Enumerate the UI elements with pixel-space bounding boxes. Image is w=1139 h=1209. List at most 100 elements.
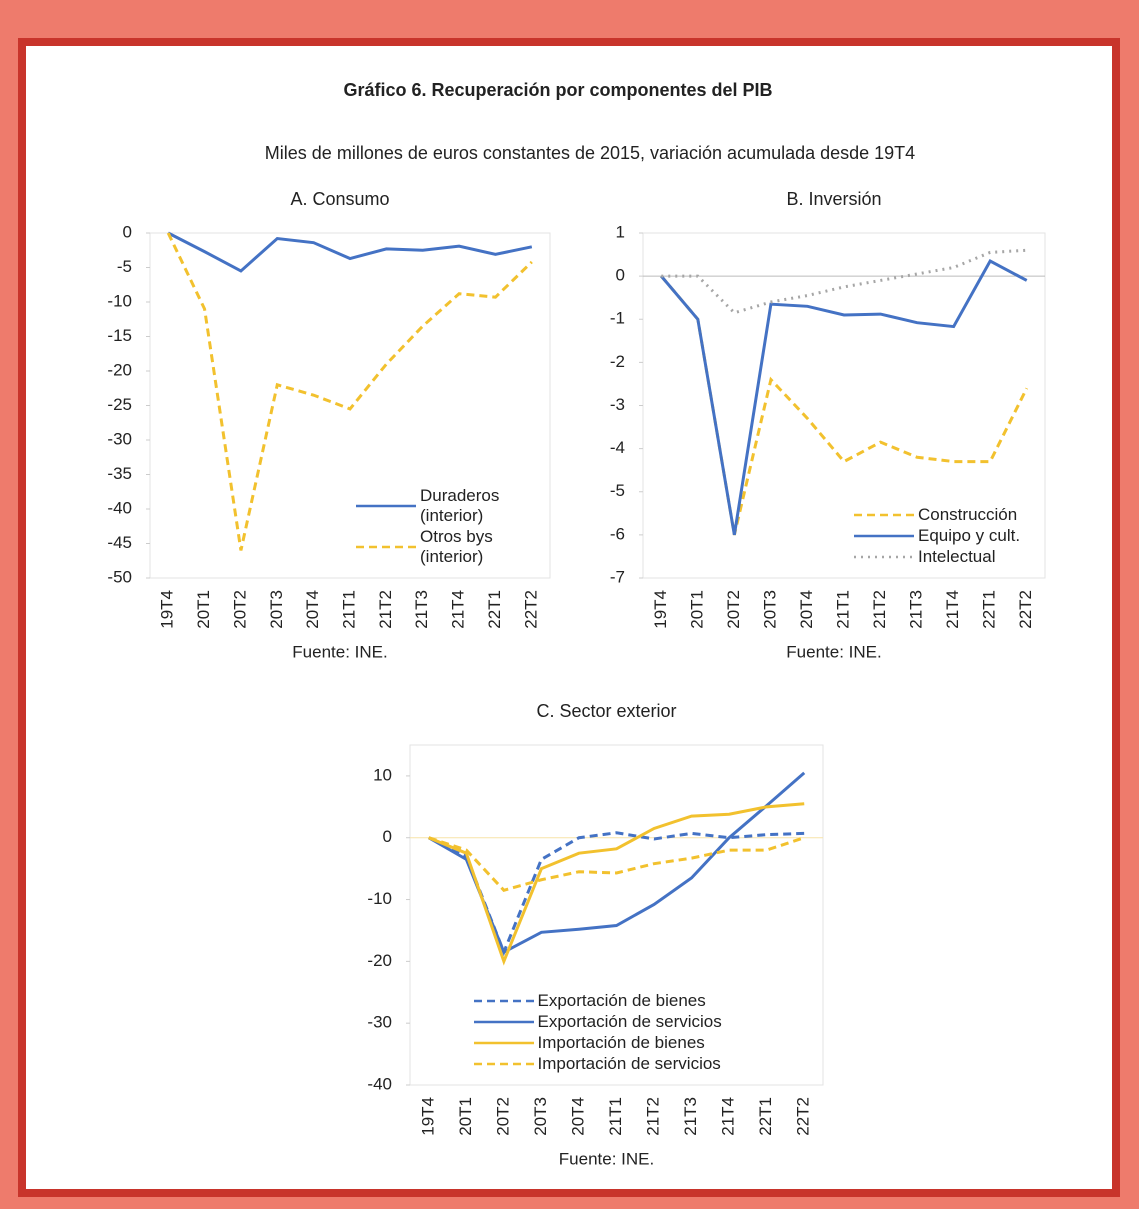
x-tick-label: 20T1 — [687, 590, 706, 629]
x-tick-label: 21T1 — [833, 590, 852, 629]
y-tick-label: -20 — [367, 951, 392, 970]
legend-item: Exportación de servicios — [472, 1012, 722, 1032]
legend-label: Importación de servicios — [537, 1054, 721, 1073]
x-tick-label: 21T4 — [943, 590, 962, 629]
x-tick-label: 21T3 — [412, 590, 431, 629]
legend-swatch — [473, 1041, 534, 1045]
x-tick-label: 21T3 — [681, 1097, 700, 1136]
x-tick-label: 20T4 — [568, 1097, 587, 1136]
legend-item: Otros bys (interior) — [354, 527, 525, 567]
x-tick-label: 21T4 — [449, 590, 468, 629]
series-line — [167, 231, 533, 273]
series-line — [166, 232, 533, 551]
source: Fuente: INE. — [559, 1149, 654, 1168]
y-tick-label: 10 — [373, 765, 392, 784]
x-tick-label: 20T1 — [194, 590, 213, 629]
series-line — [428, 836, 805, 892]
series-line — [660, 259, 1028, 536]
x-tick-label: 21T1 — [606, 1097, 625, 1136]
x-tick-label: 20T4 — [303, 590, 322, 629]
legend-label: Otros bys (interior) — [420, 527, 493, 566]
series-line — [428, 802, 805, 966]
legend-item: Equipo y cult. — [852, 526, 1020, 546]
legend-label: Exportación de servicios — [537, 1012, 722, 1031]
y-tick-label: -40 — [107, 498, 132, 517]
x-tick-label: 20T2 — [724, 590, 743, 629]
y-tick-label: -2 — [610, 352, 625, 371]
source: Fuente: INE. — [786, 642, 881, 661]
y-tick-label: -7 — [610, 567, 625, 586]
y-tick-label: -5 — [117, 257, 132, 276]
source: Fuente: INE. — [292, 642, 387, 661]
legend-item: Importación de servicios — [472, 1054, 722, 1074]
legend-item: Duraderos (interior) — [354, 486, 525, 526]
x-tick-label: 21T1 — [339, 590, 358, 629]
x-tick-label: 19T4 — [651, 590, 670, 629]
legend-label: Exportación de bienes — [537, 991, 706, 1010]
frame — [18, 38, 1120, 1197]
legend-swatch — [473, 999, 534, 1003]
y-tick-label: -5 — [610, 481, 625, 500]
x-tick-label: 22T2 — [521, 590, 540, 629]
x-tick-label: 21T4 — [719, 1097, 738, 1136]
legend-item: Intelectual — [852, 547, 1020, 567]
x-tick-label: 20T3 — [531, 1097, 550, 1136]
legend-swatch — [854, 555, 914, 559]
y-tick-label: -30 — [367, 1013, 392, 1032]
x-tick-label: 19T4 — [418, 1097, 437, 1136]
y-tick-label: -50 — [107, 567, 132, 586]
legend-label: Equipo y cult. — [918, 526, 1021, 545]
x-tick-label: 22T1 — [756, 1097, 775, 1136]
legend-item: Importación de bienes — [472, 1033, 722, 1053]
y-tick-label: -1 — [610, 309, 625, 328]
series-line — [661, 248, 1027, 315]
legend-item: Construcción — [852, 505, 1020, 525]
y-tick-label: 0 — [383, 827, 392, 846]
x-tick-label: 21T2 — [376, 590, 395, 629]
x-tick-label: 20T3 — [760, 590, 779, 629]
chart-title: C. Sector exterior — [536, 701, 676, 721]
legend-item: Exportación de bienes — [472, 991, 722, 1011]
legend-swatch — [356, 504, 416, 508]
y-tick-label: -4 — [610, 438, 625, 457]
legend-label: Construcción — [918, 505, 1018, 524]
legend: Construcción Equipo y cult. Intelectual — [852, 504, 1020, 568]
x-tick-label: 21T2 — [870, 590, 889, 629]
series-line — [428, 771, 806, 955]
figure-title: Gráfico 6. Recuperación por componentes … — [343, 80, 772, 100]
x-tick-label: 22T1 — [485, 590, 504, 629]
legend: Exportación de bienes Exportación de serv… — [472, 990, 722, 1075]
legend-swatch — [854, 534, 914, 538]
y-tick-label: -3 — [610, 395, 625, 414]
y-tick-label: 0 — [616, 266, 625, 285]
chart-title: A. Consumo — [290, 189, 389, 209]
y-tick-label: -10 — [367, 889, 392, 908]
x-tick-label: 19T4 — [158, 590, 177, 629]
legend-label: Duraderos (interior) — [420, 486, 500, 525]
x-tick-label: 20T2 — [493, 1097, 512, 1136]
figure-subtitle: Miles de millones de euros constantes de… — [265, 143, 915, 163]
x-tick-label: 21T2 — [644, 1097, 663, 1136]
y-tick-label: -20 — [107, 360, 132, 379]
y-tick-label: 1 — [616, 222, 625, 241]
x-tick-label: 22T2 — [1016, 590, 1035, 629]
y-tick-label: -25 — [107, 395, 132, 414]
x-tick-label: 20T3 — [267, 590, 286, 629]
y-tick-label: -45 — [107, 533, 132, 552]
x-tick-label: 21T3 — [907, 590, 926, 629]
chart-title: B. Inversión — [786, 189, 881, 209]
x-tick-label: 22T1 — [980, 590, 999, 629]
x-tick-label: 20T1 — [456, 1097, 475, 1136]
plot-area — [409, 744, 824, 1086]
x-tick-label: 20T4 — [797, 590, 816, 629]
y-tick-label: -40 — [367, 1074, 392, 1093]
y-tick-label: -30 — [107, 429, 132, 448]
legend-swatch — [854, 513, 914, 517]
legend-swatch — [473, 1062, 534, 1066]
x-tick-label: 20T2 — [230, 590, 249, 629]
y-tick-label: -15 — [107, 326, 132, 345]
y-tick-label: -10 — [107, 291, 132, 310]
legend: Duraderos (interior) Otros bys (interior) — [354, 485, 525, 568]
